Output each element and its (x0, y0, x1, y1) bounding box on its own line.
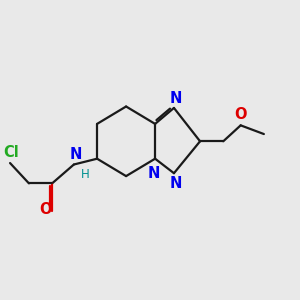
Text: N: N (169, 91, 182, 106)
Text: N: N (69, 147, 82, 162)
Text: O: O (40, 202, 52, 217)
Text: N: N (169, 176, 182, 191)
Text: H: H (80, 168, 89, 181)
Text: Cl: Cl (4, 145, 20, 160)
Text: N: N (148, 166, 160, 181)
Text: O: O (234, 107, 246, 122)
